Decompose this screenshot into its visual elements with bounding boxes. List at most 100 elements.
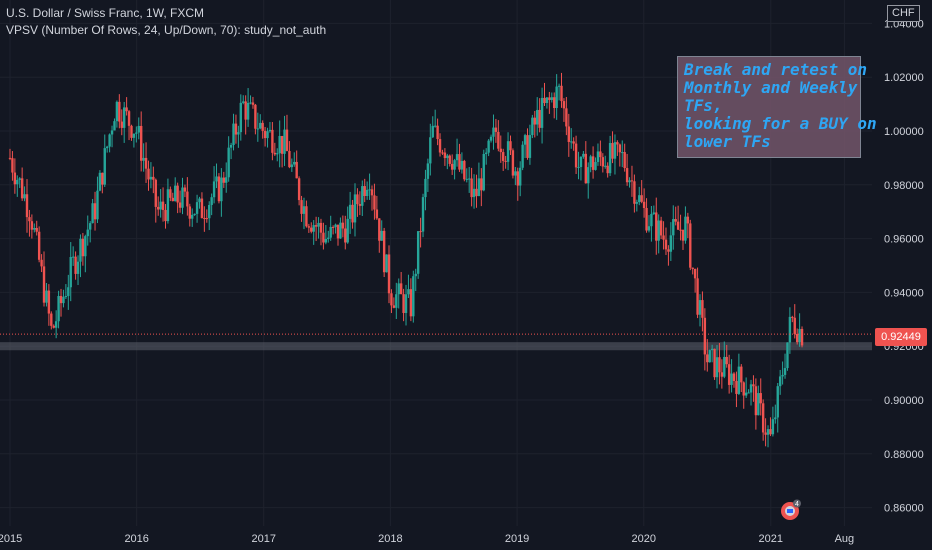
candle-body	[205, 218, 208, 220]
candle-body	[208, 204, 211, 219]
candle-body	[225, 177, 228, 183]
time-tick-label: Aug	[835, 533, 855, 545]
candle-body	[103, 148, 106, 185]
candle-body	[414, 273, 417, 277]
candle-body	[227, 147, 230, 178]
candle-body	[8, 157, 12, 159]
current-price-label: 0.92449	[875, 328, 927, 346]
candle-body	[752, 384, 755, 387]
candle-body	[531, 117, 534, 136]
candle-body	[152, 176, 155, 180]
candle-body	[642, 201, 646, 209]
currency-label[interactable]: CHF	[887, 5, 920, 22]
candle-body	[611, 143, 614, 159]
candle-body	[127, 111, 131, 126]
candle-body	[159, 201, 162, 210]
candle-body	[125, 107, 128, 112]
candle-body	[280, 135, 284, 154]
candle-body	[30, 221, 34, 230]
candle-body	[71, 256, 75, 258]
candle-body	[334, 224, 337, 228]
candle-body	[96, 190, 99, 220]
candle-body	[560, 85, 563, 102]
price-tick-label: 0.88000	[884, 449, 924, 461]
candle-body	[436, 125, 439, 140]
candle-body	[667, 249, 670, 252]
candle-body	[50, 313, 53, 326]
candle-body	[587, 167, 590, 184]
candle-body	[120, 121, 123, 128]
candle-body	[791, 316, 794, 318]
candle-body	[76, 261, 80, 274]
time-axis[interactable]: 2015 2016 2017 2018 2019 2020 2021 Aug	[0, 533, 854, 545]
candle-body	[698, 300, 702, 315]
candle-body	[132, 133, 136, 138]
candle-body	[737, 366, 741, 394]
candle-body	[203, 218, 206, 220]
candle-body	[249, 102, 252, 104]
candle-body	[105, 146, 109, 149]
candle-body	[599, 151, 602, 158]
symbol-title[interactable]: U.S. Dollar / Swiss Franc, 1W, FXCM	[6, 6, 205, 20]
candle-body	[215, 176, 218, 182]
candle-body	[582, 153, 585, 157]
candle-body	[570, 141, 573, 143]
candle-body	[93, 203, 97, 220]
candle-body	[222, 177, 226, 183]
candle-body	[516, 171, 519, 186]
candle-body	[691, 267, 694, 269]
candle-body	[431, 125, 434, 138]
candle-body	[363, 186, 366, 197]
candle-body	[475, 188, 478, 197]
candle-body	[37, 231, 41, 260]
candle-body	[494, 127, 498, 132]
candle-body	[351, 204, 354, 223]
candle-body	[740, 366, 743, 383]
candle-body	[621, 152, 624, 154]
candle-body	[674, 219, 677, 222]
candle-body	[533, 117, 536, 125]
annotation-line: Break and retest on	[684, 60, 868, 79]
candle-body	[368, 189, 371, 191]
candle-body	[246, 102, 250, 120]
candle-body	[91, 203, 94, 224]
candle-body	[319, 222, 323, 233]
candle-body	[327, 237, 330, 239]
candle-body	[314, 225, 318, 227]
price-tick-label: 0.98000	[884, 180, 924, 192]
candle-body	[455, 154, 459, 161]
candle-body	[540, 97, 544, 128]
candle-body	[727, 364, 731, 385]
candle-body	[482, 153, 485, 191]
candle-body	[450, 163, 454, 170]
candle-body	[487, 140, 490, 153]
candle-body	[47, 290, 51, 314]
candle-body	[353, 194, 357, 223]
candle-body	[84, 236, 87, 257]
candle-body	[198, 198, 201, 203]
candle-body	[543, 97, 546, 104]
candle-body	[317, 222, 320, 227]
candle-body	[142, 157, 145, 161]
candle-body	[191, 214, 194, 219]
candle-body	[509, 141, 512, 151]
candle-body	[669, 235, 673, 252]
candle-body	[387, 254, 391, 294]
candle-body	[638, 195, 641, 203]
annotation-textbox[interactable]: Break and retest on Monthly and Weekly T…	[677, 56, 877, 158]
indicator-title[interactable]: VPSV (Number Of Rows, 24, Up/Down, 70): …	[6, 23, 327, 37]
candle-body	[300, 200, 303, 214]
news-flag-icon[interactable]: 4	[780, 499, 802, 521]
candle-body	[113, 121, 116, 131]
candle-body	[397, 283, 400, 295]
price-axis[interactable]: 1.040001.020001.000000.980000.960000.940…	[884, 18, 924, 514]
candle-body	[137, 125, 140, 133]
candle-body	[448, 155, 451, 164]
candle-body	[715, 357, 719, 378]
candle-body	[616, 142, 619, 145]
candle-body	[239, 102, 243, 133]
candle-body	[178, 202, 182, 208]
candle-body	[647, 226, 651, 231]
candle-body	[54, 321, 58, 328]
